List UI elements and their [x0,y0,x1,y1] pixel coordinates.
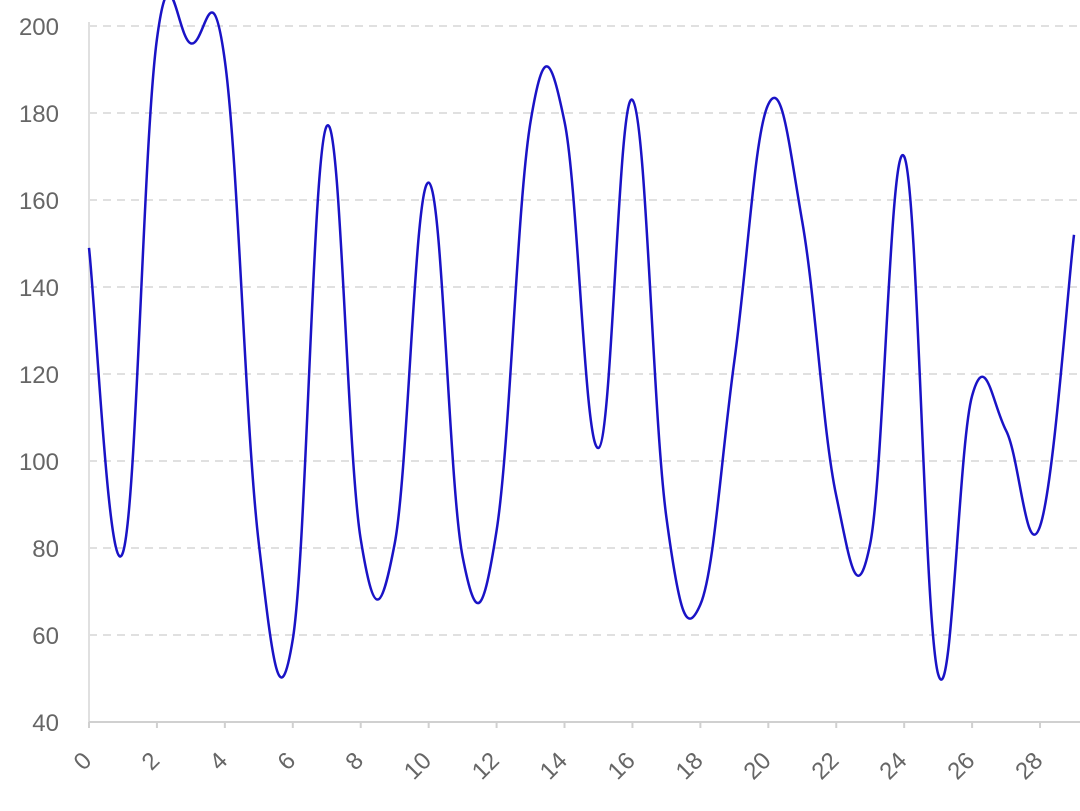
x-tick-label: 26 [942,747,980,785]
y-tick-label: 60 [32,623,59,650]
y-tick-label: 80 [32,536,59,563]
x-tick-label: 24 [874,747,912,785]
line [87,0,1076,681]
x-tick-label: 2 [137,747,166,776]
y-tick-label: 200 [19,14,59,41]
x-tick-label: 6 [272,747,301,776]
x-tick-label: 14 [535,747,573,785]
x-tick-label: 0 [69,747,98,776]
x-tick-label: 8 [340,747,369,776]
y-tick-label: 120 [19,362,59,389]
y-tick-label: 40 [32,710,59,737]
x-tick-label: 4 [205,747,234,776]
y-tick-label: 100 [19,449,59,476]
y-tick-label: 140 [19,275,59,302]
x-tick-label: 22 [807,747,845,785]
x-tick-label: 18 [671,747,709,785]
x-tick-label: 12 [467,747,505,785]
x-tick-label: 28 [1010,747,1048,785]
x-tick-label: 10 [399,747,437,785]
x-tick-label: 20 [739,747,777,785]
y-tick-label: 180 [19,101,59,128]
x-tick-label: 16 [603,747,641,785]
y-tick-label: 160 [19,188,59,215]
